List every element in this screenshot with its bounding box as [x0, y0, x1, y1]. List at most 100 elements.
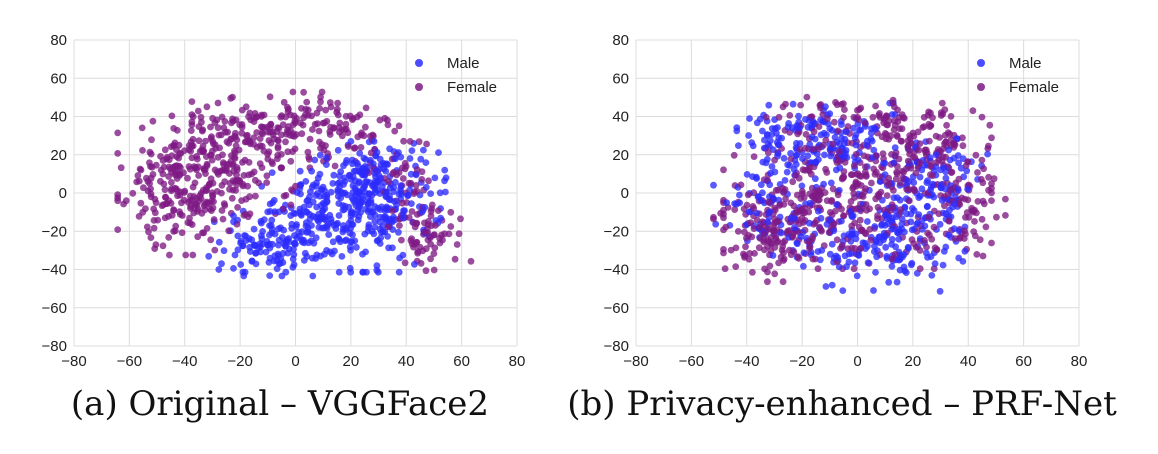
data-point-female [848, 222, 856, 230]
data-point-female [194, 233, 202, 241]
data-point-female [890, 187, 897, 194]
data-point-female [870, 165, 878, 173]
data-point-female [186, 214, 193, 222]
data-point-female [139, 147, 146, 154]
data-point-male [335, 268, 343, 276]
data-point-female [961, 227, 968, 235]
data-point-female [1002, 195, 1009, 203]
data-point-female [117, 164, 125, 172]
data-point-female [114, 150, 122, 157]
data-point-male [311, 156, 319, 164]
y-tick-label: 20 [50, 147, 67, 164]
data-point-male [382, 213, 389, 221]
data-point-female [878, 133, 886, 141]
y-tick-label: 0 [59, 185, 67, 202]
data-point-male [766, 181, 774, 189]
data-point-female [129, 189, 137, 197]
data-point-female [835, 158, 843, 165]
data-point-female [978, 215, 986, 223]
data-point-female [977, 175, 985, 183]
data-point-female [413, 188, 421, 195]
data-point-male [795, 112, 802, 120]
data-point-female [457, 215, 464, 223]
data-point-female [264, 155, 272, 163]
data-point-female [120, 200, 127, 208]
data-point-female [147, 150, 155, 158]
data-point-male [767, 169, 774, 177]
data-point-female [786, 246, 793, 254]
data-point-male [900, 251, 908, 258]
data-point-female [742, 243, 749, 251]
data-point-female [198, 146, 206, 154]
data-point-female [885, 135, 893, 143]
data-point-female [389, 207, 397, 215]
data-point-female [850, 162, 858, 170]
data-point-female [438, 231, 445, 239]
data-point-female [188, 121, 196, 129]
data-point-male [432, 217, 440, 224]
data-point-female [168, 179, 175, 186]
x-tick-label: 0 [291, 353, 299, 370]
data-point-female [932, 132, 940, 140]
data-point-male [220, 247, 228, 255]
data-point-female [190, 209, 198, 217]
data-point-female [988, 180, 995, 188]
data-point-female [303, 98, 311, 106]
data-point-female [362, 123, 369, 131]
data-point-male [798, 182, 806, 190]
data-point-female [168, 185, 175, 193]
data-point-male [823, 220, 831, 228]
data-point-female [263, 179, 271, 187]
data-point-female [194, 107, 202, 115]
data-point-female [165, 213, 172, 220]
data-point-female [232, 129, 239, 137]
y-tick-label: −60 [604, 300, 629, 317]
data-point-female [165, 163, 173, 171]
data-point-male [296, 167, 304, 175]
data-point-female [260, 147, 268, 155]
data-point-male [309, 272, 317, 280]
data-point-female [432, 222, 439, 229]
data-point-male [785, 120, 792, 127]
data-point-male [356, 149, 364, 157]
legend-marker-female [415, 83, 423, 91]
data-point-female [395, 122, 403, 130]
data-point-male [331, 247, 338, 255]
data-point-male [882, 211, 889, 219]
data-point-male [820, 180, 827, 188]
data-point-female [872, 102, 879, 110]
data-point-female [930, 265, 938, 273]
data-point-female [178, 229, 186, 237]
data-point-female [816, 188, 823, 196]
data-point-male [812, 158, 819, 166]
data-point-male [361, 230, 369, 238]
data-point-female [184, 174, 191, 182]
data-point-female [316, 138, 323, 146]
data-point-male [872, 269, 879, 276]
data-point-male [787, 150, 794, 157]
data-point-female [893, 133, 901, 140]
data-point-male [321, 250, 328, 258]
data-point-female [741, 228, 748, 236]
data-point-female [749, 268, 756, 276]
data-point-male [806, 219, 813, 227]
data-point-female [173, 175, 181, 182]
data-point-female [874, 203, 882, 211]
data-point-male [301, 249, 309, 257]
data-point-male [318, 186, 325, 194]
data-point-female [193, 155, 201, 163]
y-tick-label: −60 [42, 300, 67, 317]
data-point-male [323, 154, 330, 162]
data-point-female [258, 123, 265, 131]
data-point-female [896, 125, 903, 132]
data-point-male [769, 252, 777, 259]
data-point-female [969, 107, 977, 115]
data-point-female [265, 148, 273, 156]
data-point-male [863, 142, 871, 149]
data-point-female [185, 163, 193, 170]
y-tick-label: 0 [621, 185, 629, 202]
data-point-male [340, 181, 347, 188]
data-point-female [834, 127, 842, 135]
data-point-male [789, 100, 797, 108]
data-point-male [268, 216, 276, 224]
